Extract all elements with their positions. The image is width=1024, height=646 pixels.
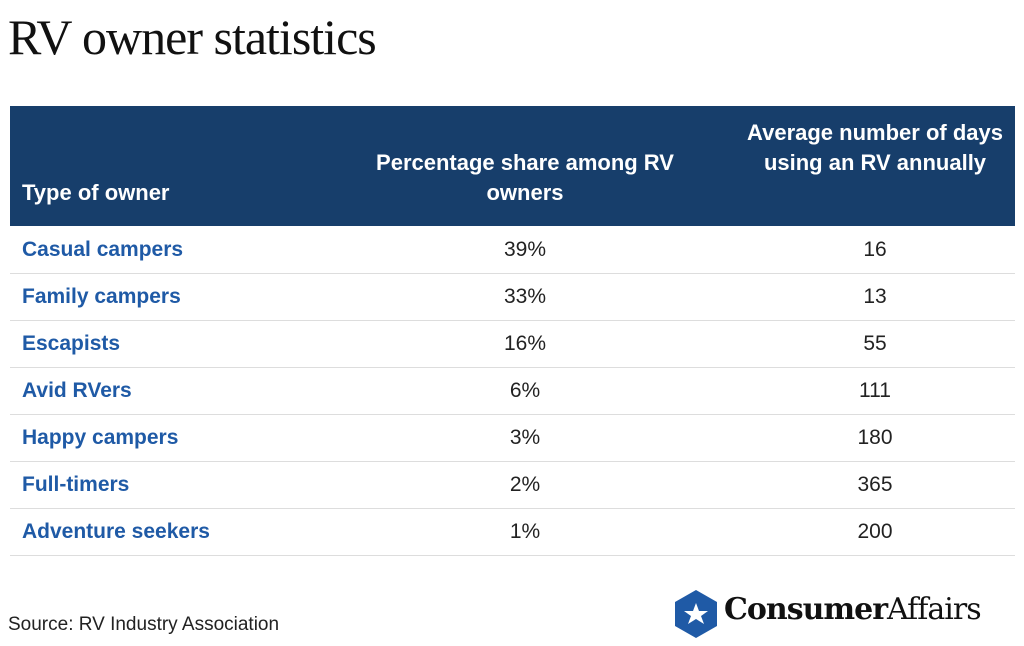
cell: 200 [857,520,893,543]
column-header: Percentage share among RV owners [376,150,674,205]
table-row: Escapists 16% 55 [10,320,1015,368]
table-row: Adventure seekers 1% 200 [10,508,1015,556]
owner-type: Happy campers [22,426,179,449]
cell: 39% [503,238,547,261]
logo-light: Affairs [887,592,982,627]
cell: 55 [863,332,887,355]
source: Source: RV Industry Association [8,614,280,635]
table-row: Casual campers 39% 16 [10,226,1015,274]
cell: 180 [857,426,893,449]
owner-type: Adventure seekers [22,520,210,543]
owner-type: Full-timers [22,473,130,496]
cell: 365 [857,473,893,496]
logo-text: ConsumerAffairs [724,592,982,627]
cell: 1% [509,520,541,543]
owner-type: Avid RVers [22,379,132,402]
table-row: Happy campers 3% 180 [10,414,1015,462]
cell: 16 [863,238,887,261]
cell: 16% [503,332,547,355]
cell: 13 [863,285,887,308]
cell: 2% [509,473,541,496]
table-row: Family campers 33% 13 [10,273,1015,321]
cell: 3% [509,426,541,449]
owner-type: Escapists [22,332,121,355]
logo-icon [675,590,717,638]
cell: 33% [503,285,547,308]
table-row: Full-timers 2% 365 [10,461,1015,509]
column-header: Type of owner [22,180,170,205]
owner-type: Family campers [22,285,181,308]
table-row: Avid RVers 6% 111 [10,367,1015,415]
cell: 111 [859,379,891,402]
column-header: Average number of days using an RV annua… [747,120,1003,175]
owner-type: Casual campers [22,238,184,261]
table-header: Type of owner Percentage share among RV … [10,106,1015,226]
cell: 6% [509,379,541,402]
title: RV owner statistics [8,9,377,65]
logo-bold: Consumer [724,592,888,627]
